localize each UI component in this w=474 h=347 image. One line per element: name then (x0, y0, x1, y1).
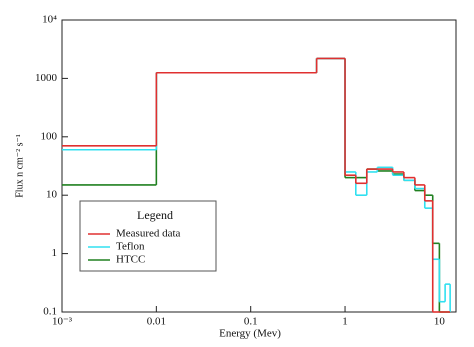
x-tick-label: 0.1 (244, 316, 258, 328)
legend-title: Legend (137, 208, 173, 222)
y-tick-label: 100 (41, 130, 58, 142)
x-tick-label: 0.01 (147, 316, 166, 328)
plot-frame (61, 19, 457, 313)
y-tick-label: 10 (46, 189, 58, 201)
x-tick-label: 10 (434, 316, 446, 328)
legend-label: Teflon (116, 241, 145, 253)
x-tick-label: 10⁻³ (52, 316, 73, 328)
y-tick-label: 1000 (35, 72, 58, 84)
y-tick-label: 0.1 (43, 306, 57, 318)
legend-label: Measured data (116, 228, 181, 240)
legend-label: HTCC (116, 254, 145, 266)
y-axis-label: Flux n cm⁻² s⁻¹ (14, 134, 25, 198)
x-axis-label: Energy (Mev) (219, 328, 281, 340)
x-tick-label: 1 (342, 316, 348, 328)
y-tick-label: 1 (52, 247, 58, 259)
y-tick-label: 10⁴ (42, 14, 57, 26)
